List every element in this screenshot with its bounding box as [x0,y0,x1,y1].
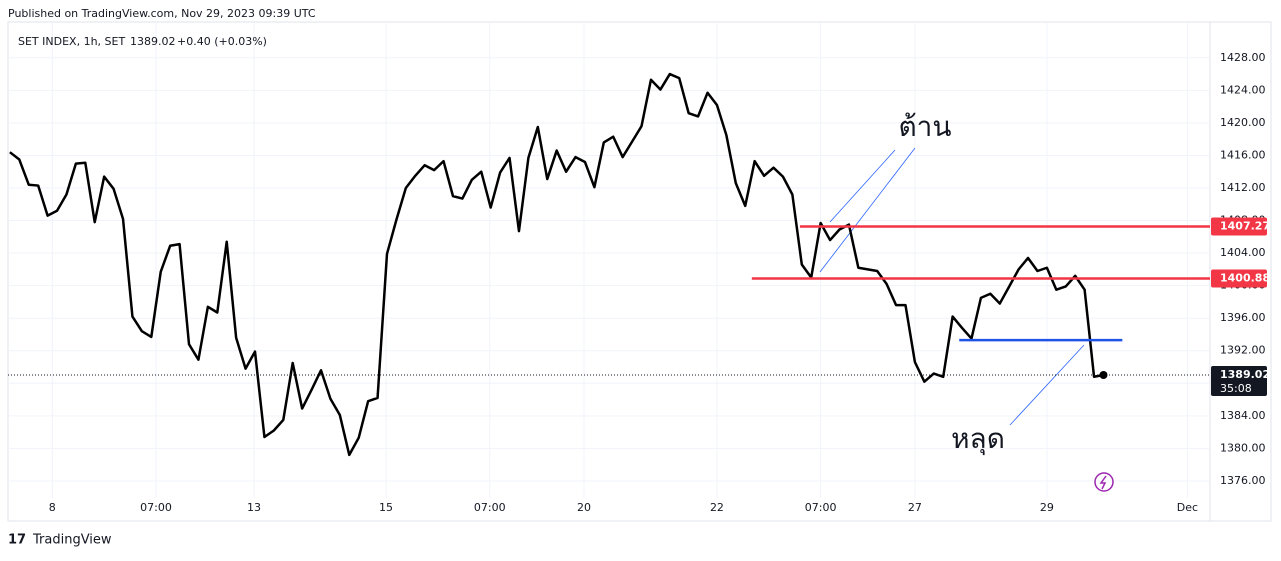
break-label: หลุด [951,422,1005,456]
trend-annotation [819,147,916,273]
y-tick-label: 1428.00 [1220,51,1266,64]
x-tick-label: 15 [379,501,393,514]
y-tick-label: 1404.00 [1220,246,1266,259]
level-tag-label: 1400.88 [1220,271,1270,284]
x-tick-label: 13 [247,501,261,514]
x-tick-label: 07:00 [140,501,172,514]
y-tick-label: 1380.00 [1220,441,1266,454]
y-tick-label: 1412.00 [1220,181,1266,194]
last-point [1099,370,1108,379]
trend-annotation [1009,344,1085,426]
event-icon[interactable] [1094,472,1114,492]
y-tick-label: 1396.00 [1220,311,1266,324]
event-icon-bolt [1099,475,1107,490]
x-tick-label: 22 [710,501,724,514]
resistance-label: ต้าน [898,110,951,143]
x-tick-label: 07:00 [474,501,506,514]
last-price-tag [1211,365,1267,396]
level-tag [1211,217,1267,236]
y-tick-label: 1420.00 [1220,116,1266,129]
x-tick-label: 20 [577,501,591,514]
x-tick-label: Dec [1177,501,1198,514]
y-tick-label: 1392.00 [1220,344,1266,357]
x-tick-label: 07:00 [805,501,837,514]
symbol-info: SET INDEX, 1h, SET [18,35,125,48]
x-tick-label: 27 [908,501,922,514]
price-line [9,72,1104,457]
level-tag-label: 1407.27 [1220,219,1270,232]
y-tick-label: 1416.00 [1220,148,1266,161]
x-tick-label: 8 [49,501,56,514]
x-tick-label: 29 [1040,501,1054,514]
trend-annotation [829,149,896,223]
chart-frame [7,21,1272,522]
header-price: 1389.02 [130,35,176,48]
header-change: +0.40 (+0.03%) [177,35,267,48]
published-note: Published on TradingView.com, Nov 29, 20… [8,7,316,20]
y-tick-label: 1384.00 [1220,409,1266,422]
y-tick-label: 1376.00 [1220,474,1266,487]
logo-mark: 𝟭𝟳 [8,533,26,548]
countdown-label: 35:08 [1220,382,1252,395]
brand: TradingView [32,533,112,548]
last-price-label: 1389.02 [1220,368,1270,381]
y-tick-label: 1424.00 [1220,83,1266,96]
level-tag [1211,269,1267,288]
